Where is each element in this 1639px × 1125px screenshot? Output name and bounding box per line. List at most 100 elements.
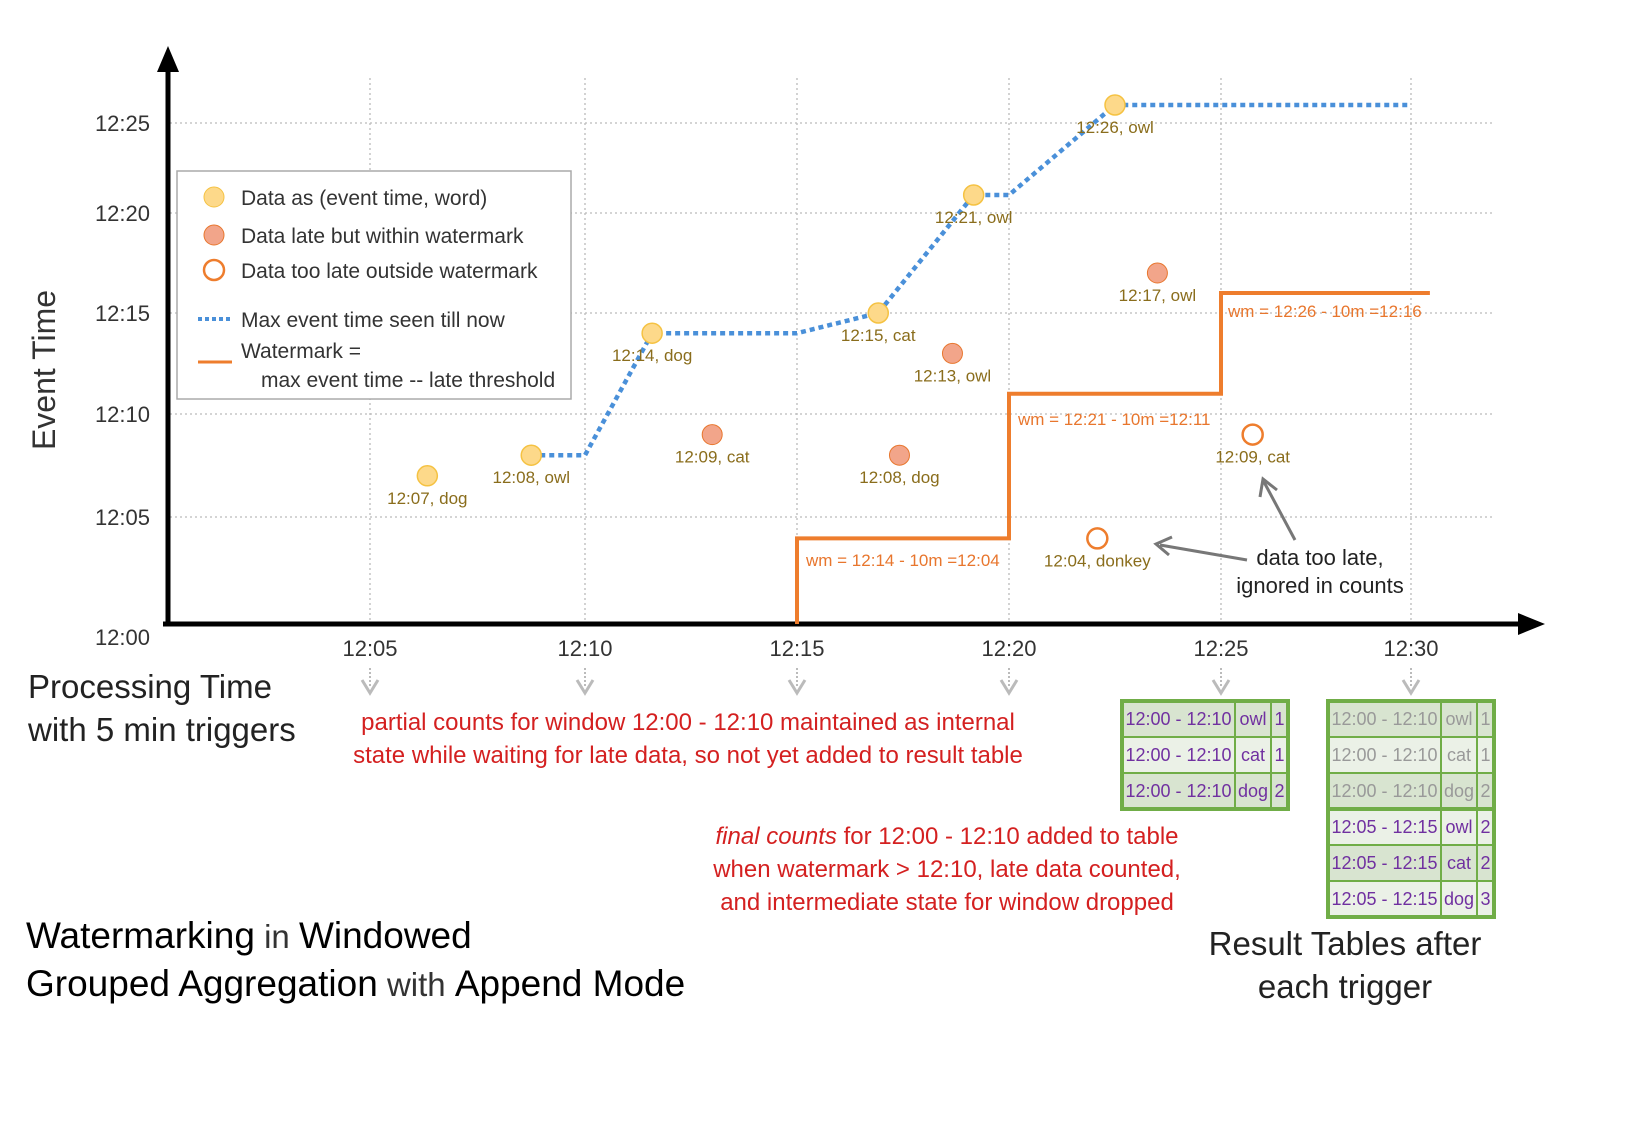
legend-item: max event time -- late threshold xyxy=(261,369,555,392)
y-tick-label: 12:05 xyxy=(95,505,150,530)
max-event-time-line xyxy=(531,102,1411,458)
data-point: 12:13, owl xyxy=(914,342,992,385)
trigger-arrow-head xyxy=(1211,679,1231,696)
data-point: 12:04, donkey xyxy=(1044,527,1151,570)
x-axis-label-line2: with 5 min triggers xyxy=(27,711,296,748)
y-tick-label: 12:15 xyxy=(95,301,150,326)
table-cell-text: 12:00 - 12:10 xyxy=(1331,709,1437,729)
table-cell-text: 1 xyxy=(1274,709,1284,729)
on-time-marker-icon xyxy=(203,186,225,208)
watermark-line xyxy=(795,291,1430,624)
too-late-annotation: data too late, ignored in counts xyxy=(1153,476,1404,598)
data-point: 12:14, dog xyxy=(612,322,692,365)
table-border xyxy=(1120,699,1290,811)
arrow-to-donkey xyxy=(1159,543,1248,562)
point-label: 12:08, owl xyxy=(493,468,571,487)
point-label: 12:09, cat xyxy=(1215,448,1290,467)
table-cell xyxy=(1327,736,1442,774)
table-cell-text: 12:00 - 12:10 xyxy=(1125,709,1231,729)
result-caption: Result Tables after xyxy=(1209,925,1482,962)
table-cell-text: 12:05 - 12:15 xyxy=(1331,817,1437,837)
data-point: 12:08, dog xyxy=(859,444,940,487)
on-time-marker xyxy=(416,465,439,487)
point-label: 12:17, owl xyxy=(1119,286,1197,305)
title-line-1: Watermarking in Windowed xyxy=(26,915,472,956)
trigger-arrow-head xyxy=(575,679,595,696)
x-tick-label: 12:15 xyxy=(769,636,824,661)
legend-item: Watermark = xyxy=(241,340,361,363)
trigger-arrow-head xyxy=(787,679,807,696)
final-counts-note: and intermediate state for window droppe… xyxy=(720,889,1174,916)
point-label: 12:21, owl xyxy=(935,208,1013,227)
table-cell-text: 2 xyxy=(1480,853,1490,873)
table-cell-text: 12:05 - 12:15 xyxy=(1331,889,1437,909)
on-time-marker xyxy=(867,302,890,324)
arrow-to-cat xyxy=(1262,481,1297,541)
data-point: 12:17, owl xyxy=(1119,262,1197,305)
table-cell-text: 1 xyxy=(1274,745,1284,765)
point-label: 12:04, donkey xyxy=(1044,551,1151,570)
too-late-marker xyxy=(1086,527,1109,550)
legend: Data as (event time, word) Data late but… xyxy=(176,170,572,400)
y-axis-label: Event Time xyxy=(26,290,62,450)
legend-item: Data late but within watermark xyxy=(241,225,524,248)
result-table-12:30: 12:00 - 12:10 owl 1 12:00 - 12:10 cat 1 12:00 … xyxy=(1326,699,1496,919)
table-cell-text: 2 xyxy=(1274,781,1284,801)
data-point: 12:07, dog xyxy=(387,465,468,508)
title-line-2: Grouped Aggregation with Append Mode xyxy=(26,963,685,1004)
table-cell-text: 12:05 - 12:15 xyxy=(1331,853,1437,873)
watermark-label-3: wm = 12:26 - 10m =12:16 xyxy=(1227,302,1422,321)
table-cell-text: owl xyxy=(1239,709,1266,729)
legend-box xyxy=(176,170,572,400)
data-point: 12:26, owl xyxy=(1076,94,1154,137)
on-time-marker xyxy=(962,184,985,206)
final-counts-note: final counts for 12:00 - 12:10 added to … xyxy=(716,823,1179,850)
late-marker xyxy=(1146,262,1168,284)
watermark-label-1: wm = 12:14 - 10m =12:04 xyxy=(805,551,1000,570)
too-late-marker-icon xyxy=(202,258,226,282)
table-cell-text: 12:00 - 12:10 xyxy=(1125,781,1231,801)
legend-item: Data too late outside watermark xyxy=(241,260,538,283)
series-lines xyxy=(531,102,1430,624)
table-cell-text: dog xyxy=(1238,781,1268,801)
too-late-marker xyxy=(1241,423,1264,446)
x-tick-label: 12:20 xyxy=(981,636,1036,661)
data-point: 12:09, cat xyxy=(1215,423,1290,467)
x-axis-label-line1: Processing Time xyxy=(28,668,272,705)
on-time-marker xyxy=(1104,94,1126,116)
tick-labels: 12:05 12:10 12:15 12:20 12:25 12:30 12:00 12:05… xyxy=(95,111,1439,661)
late-marker-icon xyxy=(203,224,225,246)
x-tick-label: 12:30 xyxy=(1383,636,1438,661)
legend-item: Data as (event time, word) xyxy=(241,187,487,210)
y-tick-label: 12:25 xyxy=(95,111,150,136)
table-cell-text: 1 xyxy=(1480,745,1490,765)
point-label: 12:13, owl xyxy=(914,366,992,385)
point-label: 12:15, cat xyxy=(841,326,916,345)
late-marker xyxy=(701,424,723,446)
data-point: 12:09, cat xyxy=(675,424,750,467)
table-cell-text: dog xyxy=(1444,889,1474,909)
watermark-label-2: wm = 12:21 - 10m =12:11 xyxy=(1017,410,1210,429)
table-cell-text: 12:00 - 12:10 xyxy=(1125,745,1231,765)
table-cell-text: dog xyxy=(1444,781,1474,801)
partial-counts-note: partial counts for window 12:00 - 12:10 … xyxy=(361,709,1015,736)
y-tick-label: 12:00 xyxy=(95,625,150,650)
trigger-arrow-head xyxy=(999,679,1019,696)
point-label: 12:08, dog xyxy=(859,468,939,487)
table-cell-text: 12:00 - 12:10 xyxy=(1331,745,1437,765)
final-counts-note: when watermark > 12:10, late data counte… xyxy=(712,856,1181,883)
on-time-marker xyxy=(641,322,663,344)
x-tick-label: 12:10 xyxy=(557,636,612,661)
x-tick-label: 12:25 xyxy=(1193,636,1248,661)
table-cell-text: cat xyxy=(1241,745,1265,765)
trigger-arrow-head xyxy=(1401,679,1421,696)
late-marker xyxy=(888,444,910,466)
point-label: 12:14, dog xyxy=(612,346,692,365)
too-late-text: ignored in counts xyxy=(1236,573,1404,598)
table-cell-text: cat xyxy=(1447,745,1471,765)
y-tick-label: 12:10 xyxy=(95,402,150,427)
on-time-marker xyxy=(520,444,542,466)
result-tables: 12:00 - 12:10 owl 1 12:00 - 12:10 cat 1 12:00 … xyxy=(1120,699,1496,919)
table-cell-text: owl xyxy=(1445,709,1472,729)
